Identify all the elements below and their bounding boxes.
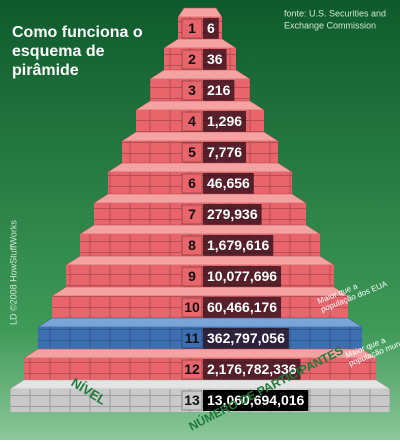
participants: 279,936	[207, 206, 258, 222]
participants: 60,466,176	[207, 299, 277, 315]
tier-number-box	[181, 18, 203, 39]
tier-number-box	[181, 173, 203, 194]
tier-number-box	[181, 266, 203, 287]
participants: 216	[207, 82, 231, 98]
level-number: 2	[188, 51, 196, 67]
tier-top	[107, 162, 293, 173]
participants: 7,776	[207, 144, 242, 160]
participants-box	[203, 18, 219, 39]
tier-number-box	[181, 235, 203, 256]
level-number: 7	[188, 206, 196, 222]
level-number: 13	[184, 392, 200, 408]
title-line: pirâmide	[12, 62, 79, 79]
level-number: 10	[184, 299, 200, 315]
tier-top	[135, 100, 265, 111]
participants-box	[203, 80, 235, 101]
participants-box	[203, 359, 301, 380]
participants: 1,679,616	[207, 237, 269, 253]
source-line: Exchange Commission	[284, 20, 376, 30]
participants: 46,656	[207, 175, 250, 191]
tier-number-box	[181, 390, 203, 411]
participants-box	[203, 297, 282, 318]
participants: 13,060,694,016	[207, 392, 305, 408]
participants-box	[203, 204, 262, 225]
participants-box	[203, 173, 254, 194]
participants-box	[203, 235, 274, 256]
tier-top	[149, 69, 251, 80]
tier-top	[177, 7, 223, 18]
tier-number-box	[181, 204, 203, 225]
participants: 10,077,696	[207, 268, 277, 284]
participants: 2,176,782,336	[207, 361, 297, 377]
level-number: 5	[188, 144, 196, 160]
participants-box	[203, 111, 247, 132]
credit: LD ©2008 HowStuffWorks	[8, 220, 18, 325]
tier-number-box	[181, 328, 203, 349]
tier-top	[51, 286, 349, 297]
title-line: Como funciona o	[12, 24, 143, 41]
tier-number-box	[181, 359, 203, 380]
tier-number-box	[181, 142, 203, 163]
level-number: 4	[188, 113, 196, 129]
title-line: esquema de	[12, 43, 105, 60]
participants-box	[203, 266, 282, 287]
tier-top	[65, 255, 335, 266]
participants: 1,296	[207, 113, 242, 129]
tier-top	[121, 131, 279, 142]
participants: 36	[207, 51, 223, 67]
tier-top	[93, 193, 307, 204]
tier-top	[37, 317, 363, 328]
level-number: 3	[188, 82, 196, 98]
tier-number-box	[181, 111, 203, 132]
participants-box	[203, 328, 289, 349]
participants-box	[203, 49, 227, 70]
tier-top	[79, 224, 321, 235]
tier-number-box	[181, 49, 203, 70]
level-number: 9	[188, 268, 196, 284]
participants: 6	[207, 20, 215, 36]
tier-number-box	[181, 80, 203, 101]
tier-number-box	[181, 297, 203, 318]
source-line: fonte: U.S. Securities and	[284, 8, 386, 18]
level-number: 1	[188, 20, 196, 36]
level-number: 12	[184, 361, 200, 377]
tier-top	[9, 379, 391, 390]
level-number: 8	[188, 237, 196, 253]
participants-box	[203, 390, 309, 411]
level-number: 11	[185, 330, 200, 346]
level-number: 6	[188, 175, 196, 191]
participants: 362,797,056	[207, 330, 285, 346]
participants-box	[203, 142, 247, 163]
